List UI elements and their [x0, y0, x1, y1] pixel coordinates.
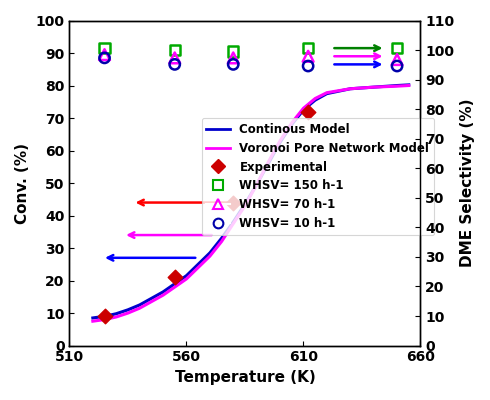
Point	[171, 274, 179, 280]
Point	[393, 56, 401, 63]
Point	[100, 55, 108, 61]
Point	[229, 199, 237, 206]
Point	[229, 55, 237, 61]
Point	[171, 46, 179, 53]
Point	[304, 53, 312, 60]
Point	[393, 45, 401, 51]
Point	[393, 63, 401, 69]
Point	[171, 55, 179, 61]
Point	[229, 61, 237, 68]
Point	[304, 108, 312, 115]
Y-axis label: DME Selectivity (%): DME Selectivity (%)	[460, 99, 475, 267]
Point	[171, 61, 179, 68]
Point	[100, 52, 108, 58]
Point	[100, 313, 108, 320]
Point	[100, 45, 108, 51]
Y-axis label: Conv. (%): Conv. (%)	[15, 142, 30, 224]
Point	[304, 45, 312, 51]
X-axis label: Temperature (K): Temperature (K)	[174, 370, 315, 385]
Legend: Continous Model, Voronoi Pore Network Model, Experimental, WHSV= 150 h-1, WHSV= : Continous Model, Voronoi Pore Network Mo…	[202, 118, 434, 235]
Point	[304, 63, 312, 69]
Point	[229, 48, 237, 54]
